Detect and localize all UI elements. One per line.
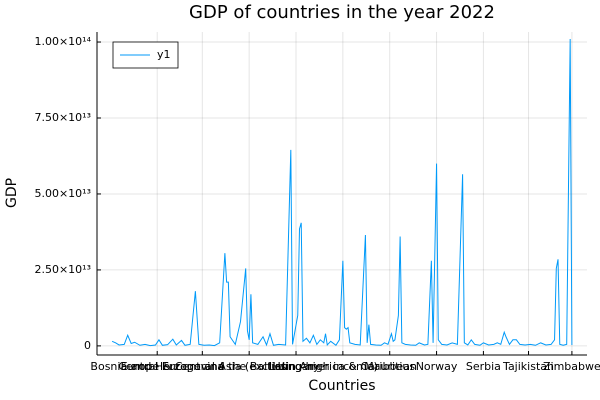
x-tick-label: Hungary	[273, 360, 320, 373]
y-axis-label: GDP	[4, 178, 20, 208]
x-tick-label: Bosnia and Herzegovina	[90, 360, 224, 373]
y-tick-label: 2.50×10¹³	[34, 263, 91, 276]
x-tick-label: Norway	[416, 360, 458, 373]
y-tick-label: 0	[84, 339, 91, 352]
data-line	[111, 38, 573, 347]
x-tick-label: Serbia	[466, 360, 501, 373]
x-tick-label: Europe & Central Asia (excluding high in…	[121, 360, 378, 373]
x-tick-label: Central Europe and the Baltics	[118, 360, 286, 373]
x-tick-label: Latin America & Caribbean	[269, 360, 417, 373]
x-tick-label: Mauritius	[364, 360, 415, 373]
y-tick-label: 1.00×10¹⁴	[34, 35, 91, 48]
legend-label: y1	[157, 48, 171, 61]
x-tick-label: Zimbabwe	[543, 360, 600, 373]
y-tick-label: 7.50×10¹³	[34, 111, 91, 124]
x-tick-label: Tajikistan	[502, 360, 554, 373]
x-axis-label: Countries	[308, 378, 375, 394]
chart-title: GDP of countries in the year 2022	[189, 2, 495, 23]
y-tick-label: 5.00×10¹³	[34, 187, 91, 200]
